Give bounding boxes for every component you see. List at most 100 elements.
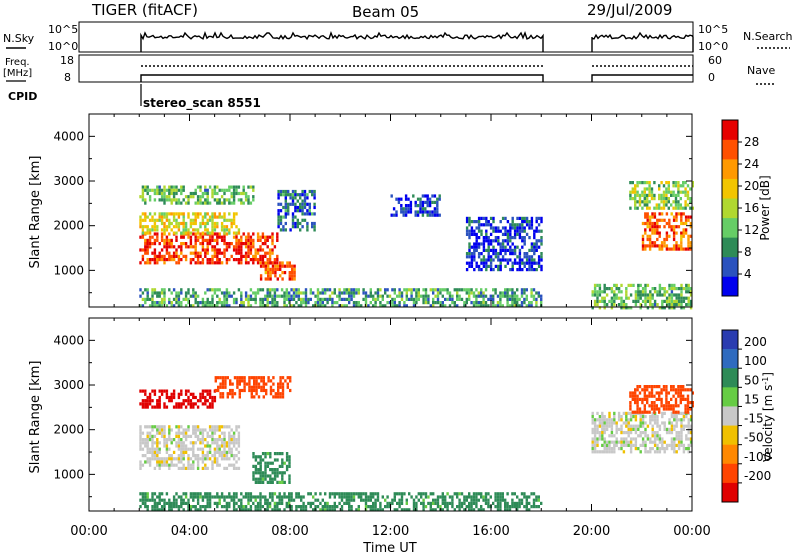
data-cell bbox=[199, 232, 202, 236]
data-cell bbox=[228, 218, 231, 222]
data-cell bbox=[421, 194, 425, 198]
data-cell bbox=[213, 431, 217, 435]
data-cell bbox=[386, 294, 389, 298]
data-cell bbox=[199, 188, 202, 192]
data-cell bbox=[677, 200, 680, 204]
data-cell bbox=[201, 235, 205, 239]
data-cell bbox=[286, 385, 289, 389]
data-cell bbox=[279, 264, 282, 268]
data-cell bbox=[141, 254, 145, 258]
data-cell bbox=[680, 247, 683, 251]
data-cell bbox=[648, 234, 652, 238]
data-cell bbox=[480, 304, 483, 308]
data-cell bbox=[271, 261, 274, 265]
data-cell bbox=[687, 234, 690, 238]
data-cell bbox=[331, 291, 334, 295]
data-cell bbox=[141, 185, 145, 189]
data-cell bbox=[432, 304, 435, 308]
data-cell bbox=[199, 225, 202, 229]
data-cell bbox=[509, 245, 512, 249]
data-cell bbox=[213, 232, 217, 236]
data-cell bbox=[252, 495, 255, 499]
data-cell bbox=[663, 440, 666, 444]
data-cell bbox=[146, 457, 149, 461]
data-cell bbox=[687, 443, 690, 447]
data-cell bbox=[670, 203, 673, 207]
data-cell bbox=[424, 210, 427, 214]
data-cell bbox=[533, 258, 536, 262]
data-cell bbox=[596, 418, 599, 422]
x-tick-label: 20:00 bbox=[573, 524, 610, 539]
data-cell bbox=[225, 218, 229, 222]
data-cell bbox=[257, 477, 260, 481]
data-cell bbox=[433, 207, 437, 211]
data-cell bbox=[225, 457, 229, 461]
data-cell bbox=[196, 463, 200, 467]
data-cell bbox=[269, 477, 272, 481]
data-cell bbox=[677, 303, 681, 307]
data-cell bbox=[441, 301, 444, 305]
data-cell bbox=[247, 492, 250, 496]
data-cell bbox=[651, 415, 654, 419]
data-cell bbox=[141, 304, 145, 308]
velocity-colorbar-label: Velocity [m s-1] bbox=[761, 372, 776, 462]
data-cell bbox=[591, 290, 594, 294]
data-cell bbox=[204, 301, 207, 305]
data-cell bbox=[477, 492, 480, 496]
data-cell bbox=[268, 288, 272, 292]
data-cell bbox=[470, 495, 473, 499]
data-cell bbox=[326, 297, 329, 301]
data-cell bbox=[307, 301, 310, 305]
data-cell bbox=[641, 397, 644, 401]
data-cell bbox=[244, 238, 248, 242]
data-cell bbox=[484, 288, 488, 292]
data-cell bbox=[680, 299, 683, 303]
data-cell bbox=[641, 299, 645, 303]
data-cell bbox=[223, 225, 226, 229]
data-cell bbox=[648, 184, 651, 188]
data-cell bbox=[379, 501, 382, 505]
data-cell bbox=[256, 501, 260, 505]
data-cell bbox=[201, 402, 205, 406]
data-cell bbox=[677, 212, 681, 216]
data-cell bbox=[355, 304, 358, 308]
data-cell bbox=[364, 304, 368, 308]
data-cell bbox=[165, 441, 169, 445]
data-cell bbox=[646, 306, 650, 310]
data-cell bbox=[468, 223, 471, 227]
data-cell bbox=[651, 225, 654, 229]
data-cell bbox=[192, 425, 195, 429]
data-cell bbox=[194, 251, 197, 255]
data-cell bbox=[249, 235, 253, 239]
data-cell bbox=[431, 210, 434, 214]
data-cell bbox=[601, 418, 604, 422]
data-cell bbox=[639, 306, 642, 310]
data-cell bbox=[540, 229, 543, 233]
data-cell bbox=[670, 404, 673, 408]
data-cell bbox=[492, 304, 495, 308]
data-cell bbox=[679, 394, 682, 398]
data-cell bbox=[291, 277, 294, 281]
data-cell bbox=[223, 457, 226, 461]
data-cell bbox=[232, 454, 236, 458]
data-cell bbox=[468, 294, 471, 298]
data-cell bbox=[168, 188, 171, 192]
data-cell bbox=[658, 410, 661, 414]
data-cell bbox=[175, 212, 178, 216]
data-cell bbox=[357, 301, 360, 305]
data-cell bbox=[405, 294, 408, 298]
data-cell bbox=[172, 389, 176, 393]
data-cell bbox=[184, 431, 188, 435]
data-cell bbox=[237, 498, 241, 502]
data-cell bbox=[256, 251, 260, 255]
data-cell bbox=[404, 204, 408, 208]
data-cell bbox=[192, 428, 195, 432]
data-cell bbox=[163, 212, 166, 216]
data-cell bbox=[158, 218, 161, 222]
data-cell bbox=[262, 382, 265, 386]
data-cell bbox=[291, 189, 295, 194]
data-cell bbox=[610, 290, 614, 294]
data-cell bbox=[494, 236, 498, 240]
